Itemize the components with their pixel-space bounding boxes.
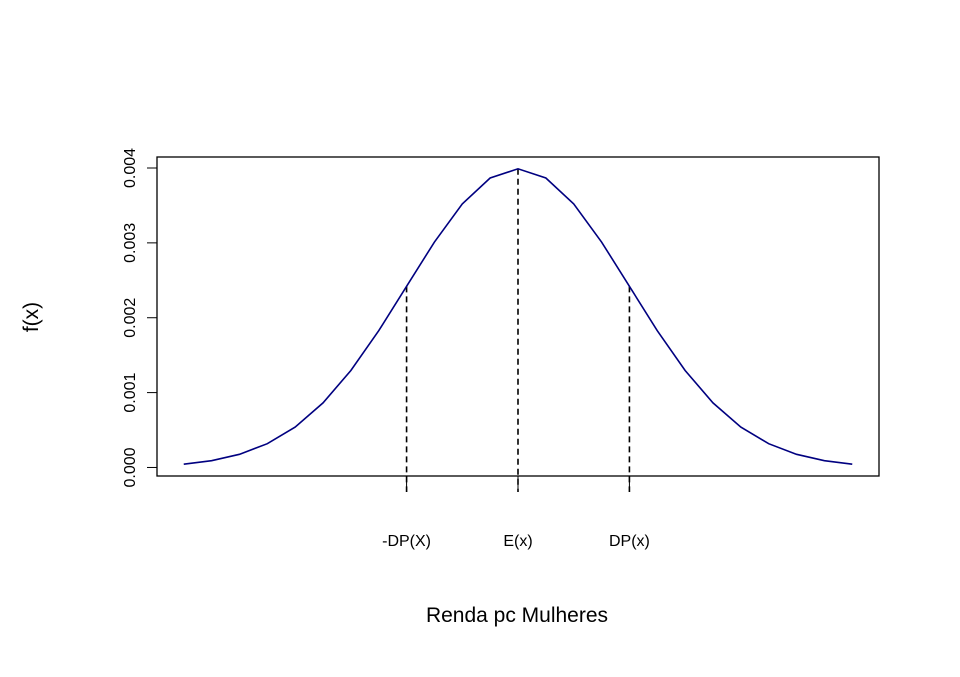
- y-tick-label: 0.001: [122, 372, 139, 412]
- y-axis-title: f(x): [20, 302, 43, 332]
- y-tick-label: 0.002: [122, 298, 139, 338]
- y-tick-label: 0.000: [122, 447, 139, 487]
- x-tick-label: E(x): [503, 533, 532, 550]
- x-tick-label: -DP(X): [382, 533, 431, 550]
- x-axis-title: Renda pc Mulheres: [426, 604, 608, 627]
- plot-box: [156, 156, 880, 477]
- x-tick-label: DP(x): [609, 533, 650, 550]
- y-tick-label: 0.003: [122, 223, 139, 263]
- y-tick-label: 0.004: [122, 148, 139, 188]
- density-curve: [183, 167, 853, 465]
